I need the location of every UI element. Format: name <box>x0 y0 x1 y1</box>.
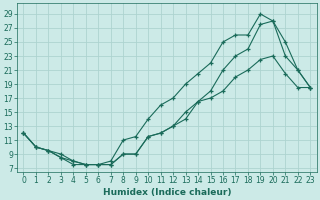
X-axis label: Humidex (Indice chaleur): Humidex (Indice chaleur) <box>103 188 231 197</box>
